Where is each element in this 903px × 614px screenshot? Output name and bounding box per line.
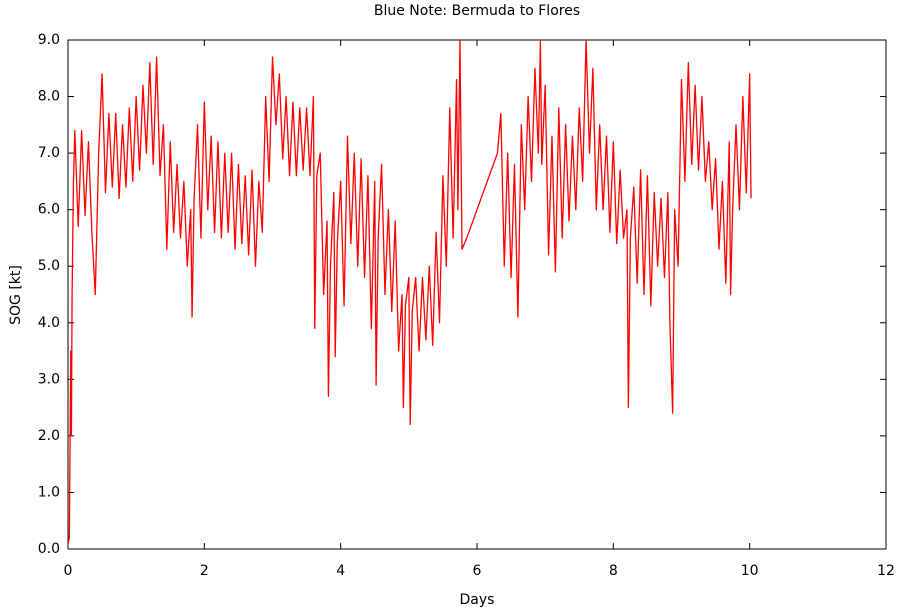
y-tick-label: 6.0 <box>38 202 60 218</box>
x-tick-label: 8 <box>609 563 618 579</box>
x-tick-label: 2 <box>200 563 209 579</box>
x-tick-label: 12 <box>877 563 895 579</box>
x-tick-label: 6 <box>473 563 482 579</box>
y-tick-label: 9.0 <box>38 32 60 48</box>
chart-title: Blue Note: Bermuda to Flores <box>374 3 580 19</box>
x-tick-label: 0 <box>64 563 73 579</box>
y-axis-label: SOG [kt] <box>8 265 24 325</box>
y-tick-label: 8.0 <box>38 89 60 105</box>
plot-frame <box>67 39 887 550</box>
y-tick-label: 4.0 <box>38 315 60 331</box>
y-tick-label: 7.0 <box>38 145 60 161</box>
y-tick-label: 3.0 <box>38 371 60 387</box>
data-line <box>68 40 752 544</box>
y-tick-label: 2.0 <box>38 428 60 444</box>
x-axis-label: Days <box>460 592 495 608</box>
y-tick-label: 1.0 <box>38 484 60 500</box>
x-tick-label: 4 <box>336 563 345 579</box>
y-tick-label: 0.0 <box>38 541 60 557</box>
y-tick-label: 5.0 <box>38 258 60 274</box>
x-tick-label: 10 <box>741 563 759 579</box>
